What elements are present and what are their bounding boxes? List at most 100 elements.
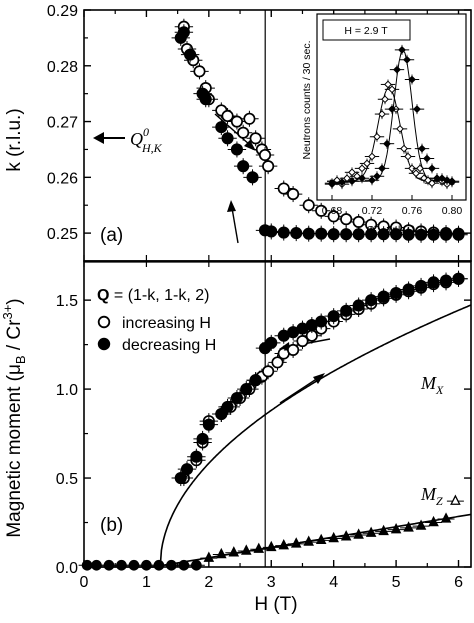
inset-ylabel: Neutrons counts / 30 sec. <box>301 40 313 159</box>
a-point-1 <box>215 121 228 134</box>
a-point-0 <box>315 204 328 217</box>
a-point-0 <box>221 109 234 123</box>
inset-point-0 <box>373 132 381 141</box>
b-lowfield-point <box>153 559 165 571</box>
b-lowfield-point <box>116 559 127 571</box>
panel-a-data <box>171 18 468 243</box>
inset-point-1 <box>408 75 416 84</box>
b-point-1 <box>365 294 378 307</box>
inset-point-1 <box>388 105 396 114</box>
inset-point-0 <box>416 164 424 173</box>
a-ytick-label: 0.27 <box>47 115 78 132</box>
a-point-0 <box>249 132 262 145</box>
inset-point-1 <box>383 139 391 148</box>
a-point-1 <box>246 171 259 184</box>
mz-label: MZ <box>420 484 443 508</box>
b-lowfield-point <box>128 559 140 571</box>
b-point-1 <box>452 272 465 285</box>
xtick-label: 0 <box>80 574 89 591</box>
b-point-2 <box>241 544 252 555</box>
b-point-1 <box>415 279 428 292</box>
b-point-2 <box>365 526 377 537</box>
b-point-1 <box>402 283 415 296</box>
arrow-b-up-head <box>313 373 325 384</box>
xtick-label: 3 <box>267 574 276 591</box>
inset-point-1 <box>428 164 436 173</box>
q-label: Q = (1-k, 1-k, 2) <box>97 287 209 304</box>
xtick-label: 1 <box>142 574 151 591</box>
b-point-0 <box>287 343 300 357</box>
inset-point-1 <box>328 180 336 189</box>
a-point-1 <box>265 225 278 238</box>
legend-open-marker <box>97 315 111 329</box>
a-point-1 <box>277 226 290 239</box>
inset-point-1 <box>448 177 456 186</box>
arrow-b-up <box>279 377 319 404</box>
b-point-2 <box>228 546 240 557</box>
a-point-0 <box>193 65 206 78</box>
inset-point-1 <box>338 178 346 187</box>
b-point-1 <box>265 336 278 349</box>
q0-arrow-head <box>93 132 104 144</box>
arrow-a-down-head <box>244 140 256 151</box>
b-point-2 <box>216 547 227 559</box>
b-point-1 <box>174 471 187 485</box>
b-point-1 <box>352 299 365 312</box>
a-point-0 <box>327 210 340 223</box>
b-point-2 <box>440 512 452 523</box>
b-point-1 <box>190 450 203 463</box>
b-point-2 <box>390 523 402 534</box>
inset-point-0 <box>384 80 392 89</box>
a-point-1 <box>237 160 250 173</box>
inset-point-0 <box>363 159 371 168</box>
a-point-1 <box>177 26 190 39</box>
panel-a-y-ticks: 0.25 0.26 0.27 0.28 0.29 <box>47 3 471 243</box>
b-point-1 <box>315 315 328 328</box>
legend-increasing: increasing H <box>122 315 211 332</box>
inset-point-1 <box>413 105 421 114</box>
inset-point-1 <box>378 164 386 173</box>
a-point-1 <box>230 143 243 156</box>
inset-point-0 <box>358 164 366 173</box>
b-ytick-label: 1.5 <box>56 293 78 310</box>
a-point-1 <box>315 227 328 240</box>
b-point-1 <box>439 274 453 287</box>
inset-title: H = 2.9 T <box>344 25 388 37</box>
b-point-1 <box>327 310 340 323</box>
inset-point-1 <box>438 174 446 183</box>
b-lowfield-point <box>178 559 190 571</box>
inset-point-1 <box>418 144 426 153</box>
inset-point-0 <box>420 174 428 183</box>
a-point-1 <box>452 228 465 241</box>
b-point-0 <box>262 365 275 378</box>
b-point-0 <box>271 356 284 369</box>
inset-point-0 <box>404 152 412 161</box>
b-point-3 <box>450 494 461 505</box>
inset-point-1 <box>373 172 381 181</box>
b-point-2 <box>253 542 265 553</box>
inset-point-0 <box>381 95 389 104</box>
mx-curve <box>159 304 472 568</box>
a-point-0 <box>230 115 243 128</box>
a-point-0 <box>340 213 353 226</box>
inset-data <box>324 44 460 190</box>
inset: H = 2.9 T Neutrons counts / 30 sec. QHK … <box>301 13 467 238</box>
a-point-1 <box>390 228 403 241</box>
inset-point-1 <box>358 174 366 183</box>
b-point-2 <box>428 515 439 527</box>
inset-point-0 <box>378 110 386 118</box>
a-point-1 <box>184 48 197 61</box>
panel-b-ylabel: Magnetic moment (μB / Cr3+) <box>0 298 28 537</box>
b-point-2 <box>290 537 302 548</box>
b-point-1 <box>427 276 440 289</box>
inset-point-0 <box>388 85 396 94</box>
b-lowfield-point <box>91 559 102 571</box>
b-lowfield-point <box>103 559 115 571</box>
a-ytick-label: 0.28 <box>47 59 78 76</box>
legend-decreasing: decreasing H <box>122 337 216 354</box>
b-point-2 <box>315 533 327 545</box>
panel-b-label: (b) <box>100 515 123 536</box>
b-point-1 <box>340 304 353 317</box>
inset-point-0 <box>412 169 420 178</box>
